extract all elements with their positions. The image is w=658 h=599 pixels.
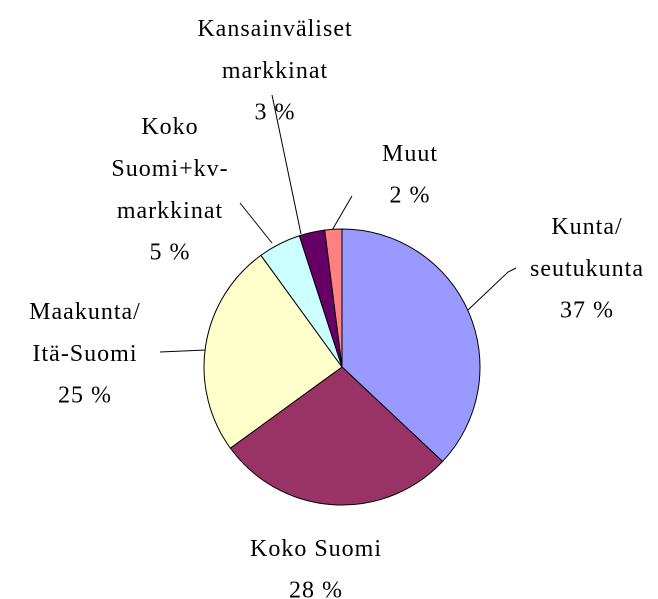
slice-label: Kansainväliset markkinat	[197, 16, 352, 84]
leader-line	[239, 202, 273, 244]
slice-label: Muut	[382, 141, 438, 167]
pie-slice	[203, 254, 343, 449]
leader-line	[271, 94, 302, 235]
slice-label: Koko Suomi+kv-markkinat	[111, 114, 228, 224]
slice-label: Kunta/seutukunta	[530, 214, 644, 282]
slice-value-label: 25 %	[58, 383, 112, 409]
leader-lines	[159, 94, 517, 353]
slice-label: Maakunta/Itä-Suomi	[29, 299, 141, 367]
pie-slice	[324, 228, 343, 368]
leader-line	[159, 349, 207, 353]
slice-value-label: 37 %	[560, 298, 614, 324]
slice-value-label: 3 %	[255, 100, 296, 126]
slice-value-label: 2 %	[390, 183, 431, 209]
pie-slice	[341, 228, 481, 463]
pie-slice	[229, 366, 444, 506]
slice-label: Koko Suomi	[250, 536, 382, 562]
slice-value-label: 5 %	[150, 240, 191, 266]
leader-line	[467, 267, 517, 311]
leader-line	[330, 195, 353, 233]
slice-value-label: 28 %	[289, 578, 343, 599]
